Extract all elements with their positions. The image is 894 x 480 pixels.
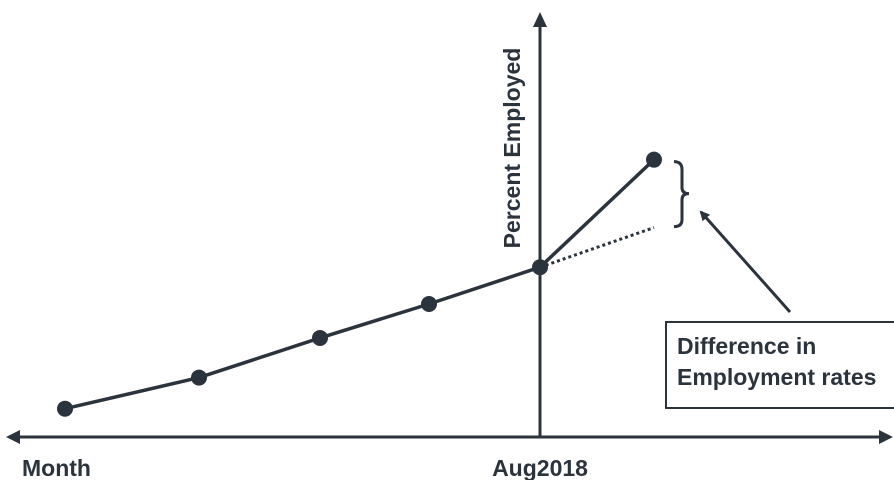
- annotation-layer: [674, 162, 790, 312]
- data-point-6: [646, 152, 662, 168]
- difference-bracket: [674, 162, 689, 227]
- annotation-arrow: [701, 212, 790, 312]
- series-line-0: [65, 160, 654, 409]
- x-axis-right-arrow: [879, 430, 893, 444]
- x-axis-left-arrow: [6, 430, 20, 444]
- data-point-4: [421, 296, 437, 312]
- y-axis-label: Percent Employed: [499, 48, 525, 249]
- series-layer: [65, 160, 654, 409]
- annotation-line-2: Employment rates: [677, 362, 894, 393]
- x-axis-label: Month: [22, 455, 91, 480]
- counterfactual-trend-line: [540, 228, 654, 268]
- data-point-1: [57, 401, 73, 417]
- annotation-box: Difference in Employment rates: [665, 321, 894, 409]
- data-point-3: [312, 330, 328, 346]
- y-axis-arrow: [533, 12, 547, 27]
- x-marker-label: Aug2018: [492, 455, 588, 480]
- points-layer: [57, 152, 662, 417]
- data-point-5: [532, 259, 548, 275]
- annotation-line-1: Difference in: [677, 331, 894, 362]
- data-point-2: [191, 370, 207, 386]
